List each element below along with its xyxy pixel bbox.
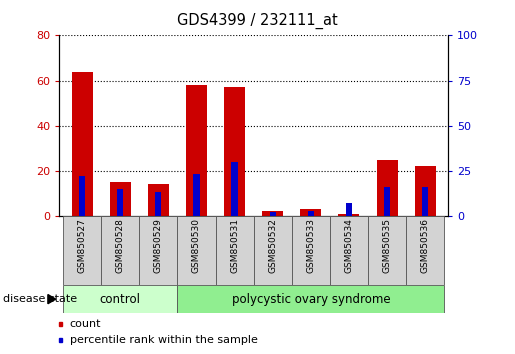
Polygon shape (48, 295, 56, 304)
FancyBboxPatch shape (63, 216, 101, 285)
FancyBboxPatch shape (406, 216, 444, 285)
Bar (376, 160, 398, 216)
Bar (117, 189, 124, 216)
Bar (231, 162, 238, 216)
FancyBboxPatch shape (253, 216, 292, 285)
Text: percentile rank within the sample: percentile rank within the sample (70, 335, 258, 345)
Bar (193, 175, 200, 216)
Bar (110, 182, 131, 216)
FancyBboxPatch shape (368, 216, 406, 285)
Text: control: control (100, 293, 141, 306)
Bar (346, 203, 352, 216)
Text: GSM850534: GSM850534 (345, 218, 353, 273)
Bar (307, 211, 314, 216)
FancyBboxPatch shape (139, 216, 177, 285)
FancyBboxPatch shape (292, 216, 330, 285)
Bar (155, 193, 162, 216)
Bar (79, 176, 85, 216)
Text: GDS4399 / 232111_at: GDS4399 / 232111_at (177, 12, 338, 29)
FancyBboxPatch shape (63, 285, 177, 313)
Text: GSM850530: GSM850530 (192, 218, 201, 273)
Bar (148, 184, 169, 216)
Bar (422, 187, 428, 216)
Text: polycystic ovary syndrome: polycystic ovary syndrome (232, 293, 390, 306)
Text: GSM850528: GSM850528 (116, 218, 125, 273)
Bar (224, 87, 245, 216)
Bar (186, 85, 207, 216)
FancyBboxPatch shape (215, 216, 253, 285)
Text: disease state: disease state (3, 294, 77, 304)
Bar (262, 211, 283, 216)
Text: GSM850531: GSM850531 (230, 218, 239, 273)
Text: GSM850533: GSM850533 (306, 218, 315, 273)
FancyBboxPatch shape (101, 216, 139, 285)
FancyBboxPatch shape (177, 285, 444, 313)
Bar (338, 214, 359, 216)
FancyBboxPatch shape (177, 216, 215, 285)
Bar (415, 166, 436, 216)
Bar (269, 212, 276, 216)
Text: GSM850529: GSM850529 (154, 218, 163, 273)
Text: GSM850527: GSM850527 (78, 218, 87, 273)
Text: GSM850535: GSM850535 (383, 218, 391, 273)
FancyBboxPatch shape (330, 216, 368, 285)
Bar (300, 209, 321, 216)
Text: GSM850536: GSM850536 (421, 218, 430, 273)
Text: count: count (70, 319, 101, 329)
Bar (384, 187, 390, 216)
Bar (72, 72, 93, 216)
Text: GSM850532: GSM850532 (268, 218, 277, 273)
